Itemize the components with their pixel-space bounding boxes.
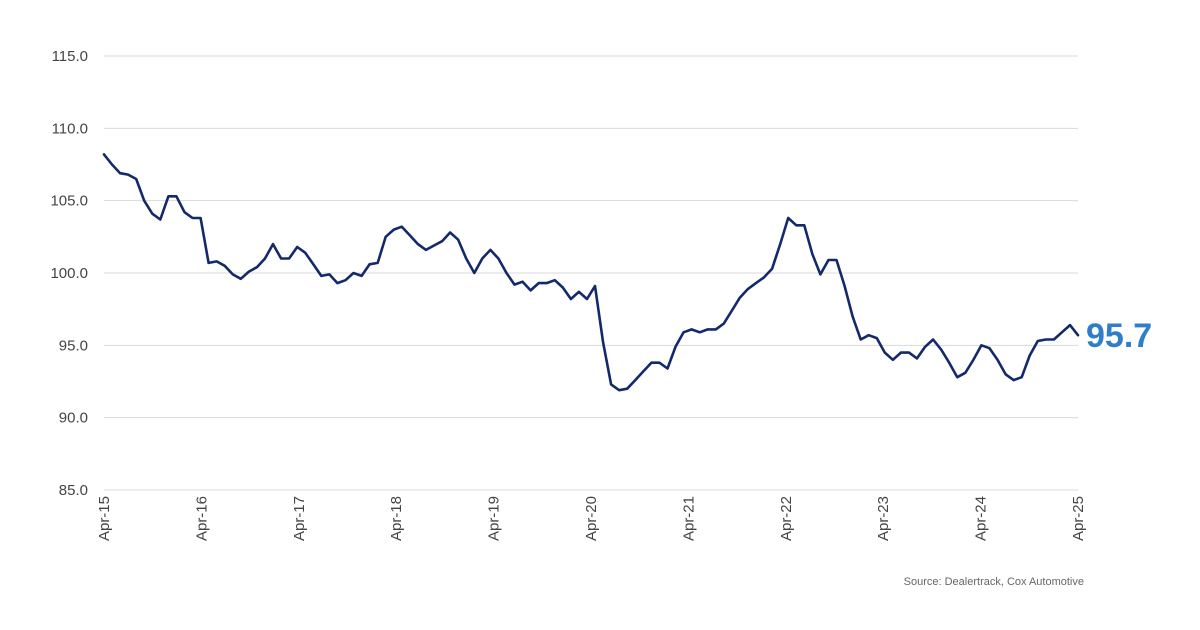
gridlines [104,55,1078,491]
y-tick-label: 95.0 [59,337,88,354]
y-tick-label: 100.0 [50,265,88,282]
source-note: Source: Dealertrack, Cox Automotive [904,576,1084,588]
series-group [102,153,1080,392]
y-tick-label: 110.0 [52,120,88,137]
x-tick-label: Apr-23 [875,496,892,541]
x-tick-label: Apr-22 [778,496,795,541]
x-tick-label: Apr-18 [388,496,405,541]
x-tick-label: Apr-17 [291,496,308,541]
x-axis-tick-labels: Apr-15 Apr-16 Apr-17 Apr-18 Apr-19 Apr-20 Apr-… [96,496,1087,541]
y-tick-label: 115.0 [52,48,88,65]
x-tick-label: Apr-21 [680,496,697,541]
x-tick-label: Apr-25 [1070,496,1087,541]
x-tick-label: Apr-16 [193,496,210,541]
end-value-label: 95.7 [1086,317,1152,355]
series-line [102,153,1080,392]
x-tick-label: Apr-24 [973,496,990,541]
y-tick-label: 85.0 [59,482,88,499]
y-axis-tick-labels: 85.0 90.0 95.0 100.0 105.0 110.0 115.0 [50,48,88,499]
x-tick-label: Apr-20 [583,496,600,541]
y-tick-label: 105.0 [50,193,88,210]
x-tick-label: Apr-15 [96,496,113,541]
y-tick-label: 90.0 [59,410,88,427]
x-tick-label: Apr-19 [486,496,503,541]
